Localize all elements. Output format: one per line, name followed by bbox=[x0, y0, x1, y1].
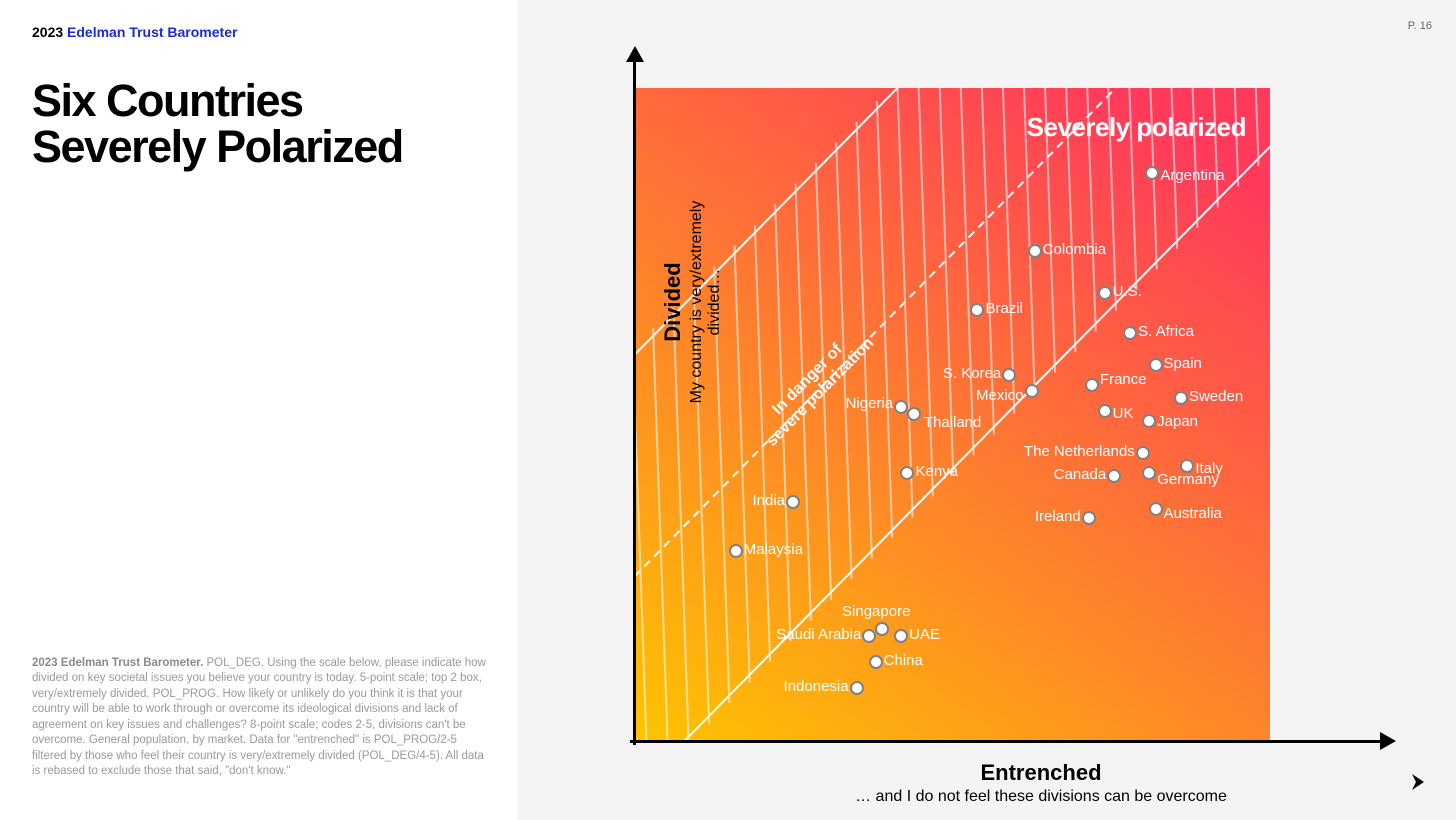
country-label: S. Africa bbox=[1138, 323, 1194, 340]
country-point bbox=[1025, 384, 1039, 398]
country-point bbox=[970, 303, 984, 317]
country-label: Saudi Arabia bbox=[776, 626, 861, 643]
y-axis-arrow-icon bbox=[626, 46, 644, 62]
country-point bbox=[1085, 378, 1099, 392]
country-point bbox=[1142, 414, 1156, 428]
next-slide-button[interactable] bbox=[1408, 772, 1428, 792]
y-axis-line bbox=[633, 50, 636, 745]
country-label: Kenya bbox=[915, 463, 958, 480]
country-point bbox=[869, 655, 883, 669]
right-panel: P. 16 Severely polarized In danger ofsev… bbox=[518, 0, 1456, 820]
country-point bbox=[862, 629, 876, 643]
polarization-chart: Severely polarized In danger ofsevere po… bbox=[586, 50, 1396, 750]
country-point bbox=[1149, 502, 1163, 516]
y-axis-title-sub: My country is very/extremely divided… bbox=[688, 172, 724, 432]
slide-page: 2023 Edelman Trust Barometer Six Countri… bbox=[0, 0, 1456, 820]
country-label: Argentina bbox=[1160, 167, 1224, 184]
footnote-body: POL_DEG. Using the scale below, please i… bbox=[32, 657, 486, 778]
country-label: UAE bbox=[909, 626, 940, 643]
country-label: Australia bbox=[1164, 505, 1222, 522]
country-point bbox=[875, 622, 889, 636]
footnote: 2023 Edelman Trust Barometer. POL_DEG. U… bbox=[32, 656, 486, 780]
country-label: Colombia bbox=[1043, 241, 1106, 258]
country-point bbox=[1098, 286, 1112, 300]
country-label: Germany bbox=[1157, 471, 1219, 488]
country-label: Ireland bbox=[1035, 508, 1081, 525]
x-axis-arrow-icon bbox=[1380, 732, 1396, 750]
country-label: China bbox=[884, 652, 923, 669]
country-label: Brazil bbox=[985, 300, 1023, 317]
country-label: Mexico bbox=[976, 387, 1024, 404]
country-point bbox=[1149, 358, 1163, 372]
country-point bbox=[1174, 391, 1188, 405]
footnote-bold: 2023 Edelman Trust Barometer. bbox=[32, 657, 203, 669]
page-number: P. 16 bbox=[1408, 20, 1432, 32]
country-label: Canada bbox=[1054, 466, 1107, 483]
left-panel: 2023 Edelman Trust Barometer Six Countri… bbox=[0, 0, 518, 820]
country-label: Indonesia bbox=[784, 678, 849, 695]
plot-area: Severely polarized In danger ofsevere po… bbox=[634, 88, 1270, 740]
country-point bbox=[1136, 446, 1150, 460]
x-axis-title-sub: … and I do not feel these divisions can … bbox=[586, 788, 1456, 806]
country-label: Nigeria bbox=[846, 395, 894, 412]
header-year: 2023 bbox=[32, 24, 63, 40]
page-title: Six CountriesSeverely Polarized bbox=[32, 78, 486, 170]
country-label: S. Korea bbox=[943, 365, 1001, 382]
country-point bbox=[894, 629, 908, 643]
country-label: Malaysia bbox=[744, 541, 803, 558]
country-point bbox=[1028, 244, 1042, 258]
country-point bbox=[1142, 466, 1156, 480]
y-axis-title: Divided My country is very/extremely div… bbox=[660, 172, 724, 432]
header-brand: Edelman Trust Barometer bbox=[67, 24, 237, 40]
country-point bbox=[1123, 326, 1137, 340]
country-point bbox=[1082, 511, 1096, 525]
country-point bbox=[850, 681, 864, 695]
country-label: The Netherlands bbox=[1024, 443, 1135, 460]
nav-arrow-icon bbox=[1408, 772, 1428, 792]
country-point bbox=[1098, 404, 1112, 418]
header: 2023 Edelman Trust Barometer bbox=[32, 24, 486, 40]
country-point bbox=[1107, 469, 1121, 483]
country-point bbox=[729, 544, 743, 558]
y-axis-title-main: Divided bbox=[660, 172, 686, 432]
country-point bbox=[1002, 368, 1016, 382]
country-label: Thailand bbox=[924, 414, 982, 431]
country-point bbox=[1145, 166, 1159, 180]
country-label: Sweden bbox=[1189, 388, 1243, 405]
country-label: France bbox=[1100, 371, 1147, 388]
x-axis-title: Entrenched … and I do not feel these div… bbox=[586, 760, 1456, 806]
country-point bbox=[786, 495, 800, 509]
x-axis-line bbox=[630, 740, 1384, 743]
country-label: Spain bbox=[1164, 355, 1202, 372]
severely-polarized-label: Severely polarized bbox=[1027, 112, 1246, 143]
country-label: India bbox=[752, 492, 785, 509]
country-label: UK bbox=[1113, 405, 1134, 422]
country-label: U.S. bbox=[1113, 283, 1142, 300]
country-label: Japan bbox=[1157, 413, 1198, 430]
country-point bbox=[900, 466, 914, 480]
country-point bbox=[907, 407, 921, 421]
country-label: Singapore bbox=[842, 603, 910, 620]
x-axis-title-main: Entrenched bbox=[586, 760, 1456, 786]
